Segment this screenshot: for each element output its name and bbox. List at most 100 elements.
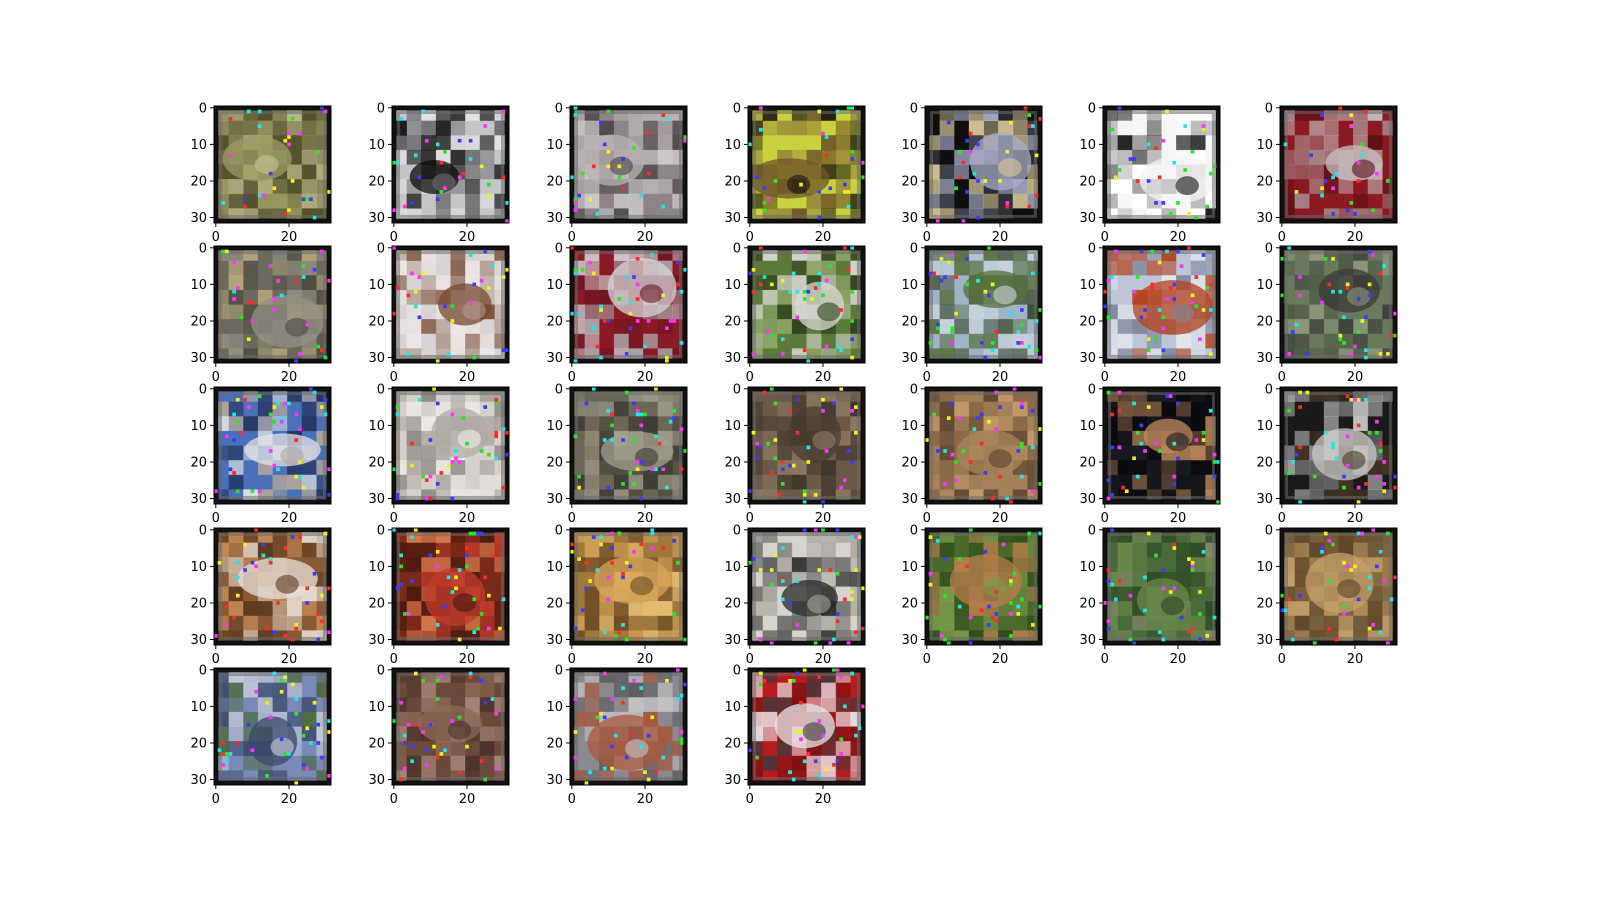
image-subject-detail [786,174,811,194]
noise-pixel [635,467,640,472]
noise-pixel [1132,157,1136,161]
y-tick-label: 0 [199,663,207,678]
noise-pixel [1172,297,1177,301]
noise-pixel [432,387,436,391]
noise-pixel [402,204,407,209]
noise-pixel [946,120,951,125]
noise-pixel [1334,456,1339,461]
noise-pixel [990,341,995,345]
image-block [287,697,303,713]
noise-pixel [1378,271,1383,276]
noise-pixel [854,430,858,435]
pixel-image [569,667,688,786]
y-tick-label: 0 [199,241,207,256]
image-block [406,260,422,276]
image-block [1117,615,1133,631]
image-block [243,697,259,713]
noise-pixel [665,116,669,121]
image-block [1294,275,1310,291]
noise-pixel [1216,500,1220,504]
y-tick-label: 20 [190,175,207,190]
image-block [243,416,259,432]
image-block [599,682,615,698]
noise-pixel [762,208,767,213]
noise-pixel [228,752,233,756]
noise-pixel [850,597,855,602]
noise-pixel [843,478,847,483]
image-block [243,460,259,476]
image-block [435,120,451,136]
image-block [613,120,629,136]
noise-pixel [224,249,229,254]
noise-pixel [1327,282,1332,287]
noise-pixel [1298,445,1302,450]
image-block [228,430,244,446]
pixel-image [569,527,688,646]
noise-pixel [287,142,291,147]
image-frame [213,245,331,363]
image-block [1190,333,1206,349]
image-block [1309,179,1325,195]
y-tick-label: 10 [190,560,207,575]
image-frame [213,527,331,645]
y-tick-label: 0 [555,382,563,397]
image-block [762,474,778,490]
image-block [762,726,778,742]
noise-pixel [976,179,980,183]
noise-pixel [1143,608,1147,613]
image-block [657,755,673,771]
image-block [1367,615,1383,631]
noise-pixel [839,387,844,391]
noise-pixel [472,282,477,287]
image-block [1146,401,1162,417]
image-block [1353,615,1369,631]
image-block [421,304,437,320]
image-block [450,460,466,476]
noise-pixel [298,460,302,464]
noise-pixel [846,106,851,110]
image-block [406,711,422,727]
noise-pixel [309,387,313,391]
noise-pixel [983,549,988,554]
image-block [301,275,317,291]
x-tick-label: 20 [281,792,298,807]
noise-pixel [294,412,299,417]
noise-pixel [1113,249,1118,254]
noise-pixel [570,246,574,250]
image-block [762,416,778,432]
image-block [272,697,288,713]
y-tick-label: 30 [1079,211,1096,226]
pixel-image [747,667,866,786]
image-block [777,615,793,631]
noise-pixel [1320,113,1324,117]
noise-pixel [217,560,222,565]
noise-pixel [424,748,429,753]
image-block [835,135,851,151]
image-block [1012,193,1028,209]
noise-pixel [802,348,807,353]
image-frame [391,667,509,785]
axes-spines [747,245,866,364]
noise-pixel [235,397,240,402]
noise-pixel [1331,212,1335,216]
x-tick-label: 20 [1170,370,1187,385]
image-block [613,319,629,335]
image-block [479,401,495,417]
noise-pixel [950,253,955,257]
image-block [406,135,422,151]
image-block [1012,615,1028,631]
noise-pixel [287,208,291,213]
noise-pixel [987,293,991,298]
noise-pixel [294,711,299,716]
image-block [243,542,259,558]
image-subject-detail [452,593,477,612]
image-block [599,601,615,617]
image-block [657,474,673,490]
noise-pixel [1290,330,1295,334]
noise-pixel [490,697,495,701]
image-block [599,615,615,631]
image-block [584,445,600,461]
